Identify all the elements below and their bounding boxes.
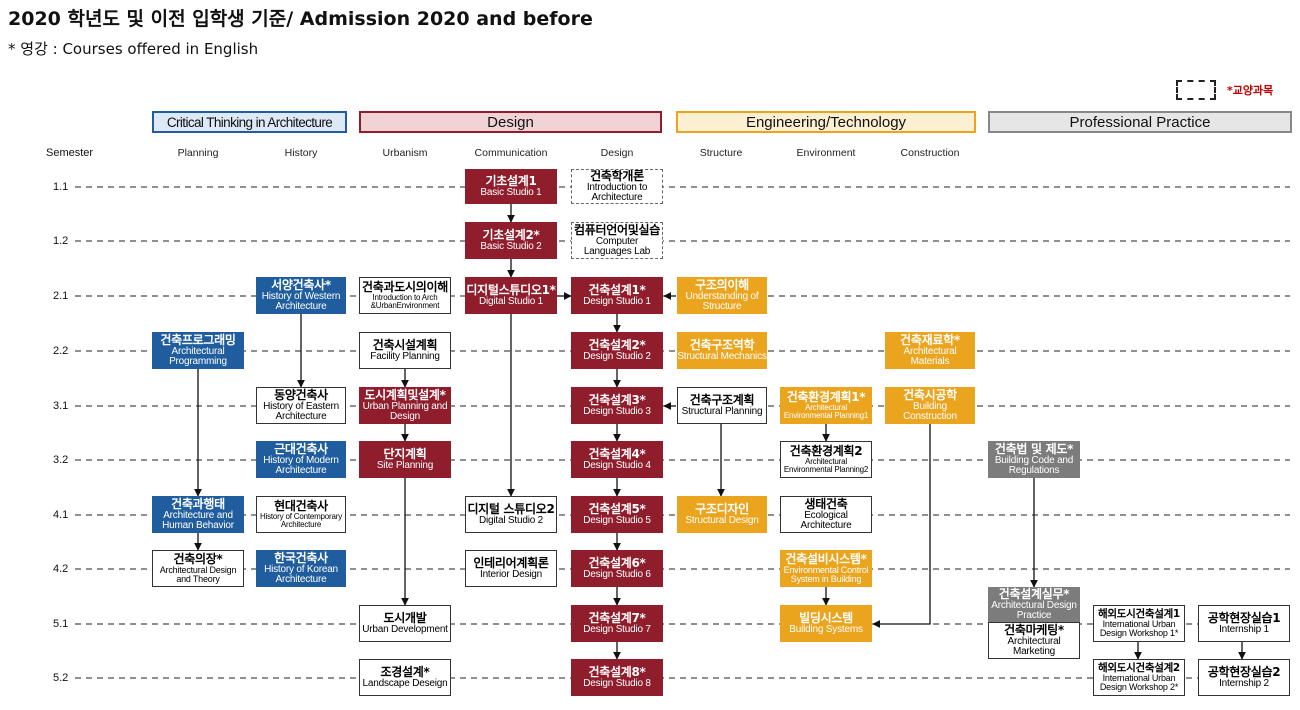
column-header-construction: Construction [900, 147, 960, 159]
semester-label: 1.1 [53, 181, 69, 193]
course-interior-design: 인테리어계획론 Interior Design [465, 550, 557, 587]
course-eastern-history: 동양건축사 History of Eastern Architecture [256, 387, 346, 424]
course-korean-history: 한국건축사 History of Korean Architecture [256, 550, 346, 587]
column-header-history: History [284, 147, 318, 159]
course-urban-development: 도시개발 Urban Development [359, 605, 451, 642]
course-urban-planning-design: 도시계획및설계* Urban Planning and Design [359, 387, 451, 424]
course-arch-urban-intro: 건축과도시의이해 Introduction to Arch &UrbanEnvir… [359, 277, 451, 314]
course-architectural-materials: 건축재료학* Architectural Materials [885, 332, 975, 369]
course-intl-workshop-2: 해외도시건축설계2 International Urban Design Work… [1093, 659, 1185, 696]
course-basic-studio-2: 기초설계2* Basic Studio 2 [465, 222, 557, 259]
course-internship-2: 공학현장실습2 Internship 2 [1198, 659, 1290, 696]
course-structural-design: 구조디자인 Structural Design [677, 496, 767, 533]
course-basic-studio-1: 기초설계1 Basic Studio 1 [465, 169, 557, 204]
column-header-structure: Structure [699, 147, 743, 159]
course-environmental-control: 건축설비시스템* Environmental Control System in … [780, 550, 872, 587]
course-building-systems: 빌딩시스템 Building Systems [780, 605, 872, 642]
course-design-studio-8: 건축설계8* Design Studio 8 [571, 659, 663, 696]
page-subtitle: * 영강 : Courses offered in English [8, 40, 259, 58]
category-critical-thinking: Critical Thinking in Architecture [152, 111, 347, 133]
legend-dashed-box [1176, 80, 1216, 100]
semester-label: 3.2 [53, 454, 69, 466]
course-western-history: 서양건축사* History of Western Architecture [256, 277, 346, 314]
semester-label: 5.2 [53, 672, 69, 684]
course-design-studio-5: 건축설계5* Design Studio 5 [571, 496, 663, 533]
column-header-environment: Environment [796, 147, 856, 159]
semester-label: 3.1 [53, 400, 69, 412]
column-header-urbanism: Urbanism [382, 147, 428, 159]
course-ecological-architecture: 생태건축 Ecological Architecture [780, 496, 872, 533]
course-digital-studio-2: 디지털 스튜디오2 Digital Studio 2 [465, 496, 557, 533]
course-design-studio-3: 건축설계3* Design Studio 3 [571, 387, 663, 424]
column-header-communication: Communication [474, 147, 548, 159]
column-header-planning: Planning [177, 147, 219, 159]
category-professional-practice: Professional Practice [988, 111, 1292, 133]
course-building-code: 건축법 및 제도* Building Code and Regulations [988, 441, 1080, 478]
course-contemporary-history: 현대건축사 History of Contemporary Architectur… [256, 496, 346, 533]
course-architectural-programming: 건축프로그래밍 Architectural Programming [152, 332, 244, 369]
category-engineering: Engineering/Technology [676, 111, 976, 133]
course-internship-1: 공학현장실습1 Internship 1 [1198, 605, 1290, 642]
course-facility-planning: 건축시설계획 Facility Planning [359, 332, 451, 369]
prerequisite-arrows [194, 204, 1246, 660]
course-computer-languages-lab: 컴퓨터언어및실습 Computer Languages Lab [571, 222, 663, 259]
page-title: 2020 학년도 및 이전 입학생 기준/ Admission 2020 and… [8, 8, 593, 30]
course-structural-mechanics: 건축구조역학 Structural Mechanics [677, 332, 767, 369]
course-env-planning-2: 건축환경계획2 Architectural Environmental Plann… [780, 441, 872, 478]
course-env-planning-1: 건축환경계획1* Architectural Environmental Plan… [780, 387, 872, 424]
course-understanding-structure: 구조의이해 Understanding of Structure [677, 277, 767, 314]
semester-label: 1.2 [53, 235, 69, 247]
semester-label: 4.1 [53, 509, 69, 521]
course-design-studio-2: 건축설계2* Design Studio 2 [571, 332, 663, 369]
course-design-studio-1: 건축설계1* Design Studio 1 [571, 277, 663, 314]
legend-label: *교양과목 [1227, 84, 1274, 97]
course-intro-architecture: 건축학개론 Introduction to Architecture [571, 169, 663, 204]
course-digital-studio-1: 디지털스튜디오1* Digital Studio 1 [465, 277, 557, 314]
semester-label: 2.1 [53, 290, 69, 302]
semester-header: Semester [46, 147, 94, 159]
course-architectural-marketing: 건축마케팅* Architectural Marketing [988, 622, 1080, 659]
semester-label: 4.2 [53, 563, 69, 575]
semester-label: 2.2 [53, 345, 69, 357]
course-intl-workshop-1: 해외도시건축설계1 International Urban Design Work… [1093, 605, 1185, 642]
course-architectural-design-theory: 건축의장* Architectural Design and Theory [152, 550, 244, 587]
course-design-studio-4: 건축설계4* Design Studio 4 [571, 441, 663, 478]
column-header-design: Design [600, 147, 634, 159]
course-building-construction: 건축시공학 Building Construction [885, 387, 975, 424]
course-design-studio-6: 건축설계6* Design Studio 6 [571, 550, 663, 587]
course-modern-history: 근대건축사 History of Modern Architecture [256, 441, 346, 478]
course-design-practice: 건축설계실무* Architectural Design Practice [988, 587, 1080, 622]
course-design-studio-7: 건축설계7* Design Studio 7 [571, 605, 663, 642]
course-structural-planning: 건축구조계획 Structural Planning [677, 387, 767, 424]
semester-label: 5.1 [53, 618, 69, 630]
category-design: Design [359, 111, 662, 133]
course-landscape-design: 조경설계* Landscape Deseign [359, 659, 451, 696]
course-site-planning: 단지계획 Site Planning [359, 441, 451, 478]
course-architecture-behavior: 건축과행태 Architecture and Human Behavior [152, 496, 244, 533]
